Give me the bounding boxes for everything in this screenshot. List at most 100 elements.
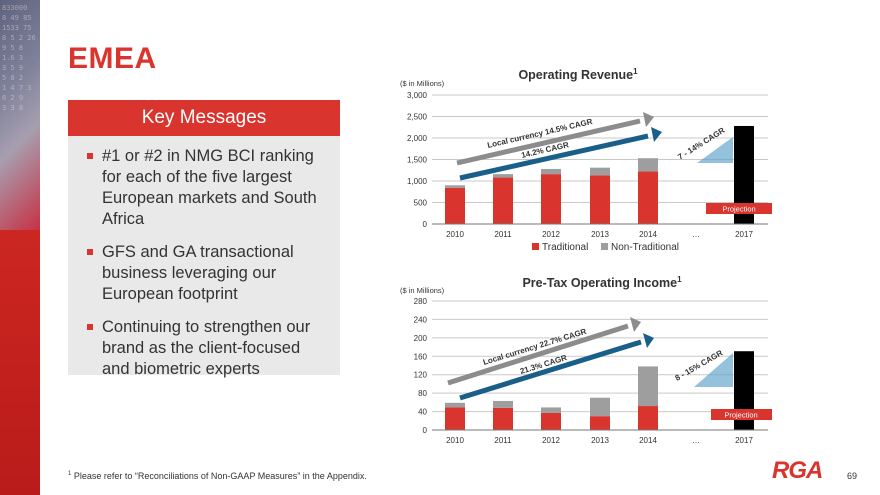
blue-cagr-arrow — [459, 339, 642, 401]
key-messages-list: #1 or #2 in NMG BCI ranking for each of … — [68, 146, 340, 392]
chart-title-superscript: 1 — [677, 275, 682, 284]
ticker-glyph: 3 5 9 — [2, 64, 24, 72]
blue-arrow-head — [651, 127, 662, 142]
chart-unit-label: ($ in Millions) — [400, 79, 445, 88]
bar-nontraditional — [541, 168, 561, 175]
bar-nontraditional — [541, 407, 561, 413]
y-tick-label: 200 — [414, 334, 428, 343]
gray-arrow-head — [643, 112, 654, 127]
chart-legend: Traditional Non-Traditional — [532, 242, 679, 253]
y-tick-label: 80 — [418, 389, 427, 398]
x-tick-label: … — [692, 230, 700, 239]
x-tick-label: 2012 — [542, 436, 560, 445]
chart-title: Operating Revenue1 — [518, 67, 638, 82]
bar-nontraditional — [590, 167, 610, 176]
x-tick-label: 2010 — [446, 436, 464, 445]
y-tick-label: 2,000 — [407, 134, 428, 143]
page-number: 69 — [847, 471, 858, 481]
projection-badge-label: Projection — [724, 411, 757, 420]
bar-nontraditional — [638, 158, 658, 172]
bar-nontraditional — [590, 397, 610, 417]
bar-nontraditional — [445, 402, 465, 408]
projection-badge — [711, 409, 772, 420]
gray-cagr-arrow — [456, 118, 641, 166]
x-tick-label: … — [692, 436, 700, 445]
x-tick-label: 2012 — [542, 230, 560, 239]
bullet-square-icon — [87, 249, 93, 255]
key-messages-panel: Key Messages #1 or #2 in NMG BCI ranking… — [68, 100, 340, 378]
ticker-glyph: 833000 — [2, 4, 28, 12]
legend-swatch-nontraditional — [601, 243, 608, 250]
blue-arrow-head — [643, 333, 654, 348]
footnote-text: Please refer to “Reconciliations of Non-… — [73, 471, 367, 481]
ticker-glyph: 9 5 8 — [2, 44, 24, 52]
bullet-square-icon — [87, 153, 93, 159]
chart-title-text: Operating Revenue — [518, 68, 633, 82]
x-tick-label: 2014 — [639, 230, 657, 239]
y-tick-label: 500 — [414, 199, 428, 208]
key-message-text: Continuing to strengthen our brand as th… — [102, 318, 311, 378]
x-tick-label: 2013 — [591, 436, 609, 445]
rga-logo: RGA — [772, 457, 823, 484]
chart-unit-label: ($ in Millions) — [400, 286, 445, 295]
key-message-text: #1 or #2 in NMG BCI ranking for each of … — [102, 147, 317, 228]
projection-wedge — [697, 137, 733, 163]
key-message-item: GFS and GA transactional business levera… — [68, 242, 340, 305]
key-message-text: GFS and GA transactional business levera… — [102, 243, 294, 303]
bullet-square-icon — [87, 324, 93, 330]
y-tick-label: 280 — [414, 297, 428, 306]
y-tick-label: 0 — [423, 426, 428, 435]
bar-traditional — [590, 175, 610, 224]
bar-traditional — [638, 171, 658, 224]
legend-label-traditional: Traditional — [542, 242, 588, 253]
ticker-glyph: 1.6 3 — [2, 54, 24, 62]
y-tick-label: 120 — [414, 371, 428, 380]
bar-projection — [734, 125, 754, 224]
background-photo-strip: 833000 8 49 85 1533 75 8 5 2 26 9 5 8 1.6 3 3 … — [0, 0, 40, 230]
bar-nontraditional — [493, 174, 513, 178]
bar-traditional — [541, 174, 561, 224]
chart-title: Pre-Tax Operating Income1 — [522, 275, 682, 290]
left-decorative-band: 833000 8 49 85 1533 75 8 5 2 26 9 5 8 1.6 3 3 … — [0, 0, 40, 495]
x-tick-label: 2011 — [494, 230, 512, 239]
projection-badge-label: Projection — [722, 205, 755, 214]
footnote-marker: 1 — [68, 471, 72, 477]
legend-swatch-traditional — [532, 243, 539, 250]
x-tick-label: 2017 — [735, 230, 753, 239]
slide-title: EMEA — [68, 42, 157, 75]
y-tick-label: 240 — [414, 315, 428, 324]
projection-wedge — [694, 353, 733, 387]
ticker-glyph: 3 3 8 — [2, 104, 24, 112]
legend-label-nontraditional: Non-Traditional — [611, 242, 679, 253]
ticker-glyph: 8 5 2 26 — [2, 34, 36, 42]
chart-title-superscript: 1 — [633, 67, 638, 76]
gray-cagr-arrow — [447, 323, 629, 386]
blue-cagr-arrow — [459, 133, 649, 181]
key-messages-header: Key Messages — [68, 100, 340, 136]
ticker-glyph: 6 2 9 — [2, 94, 24, 102]
x-tick-label: 2014 — [639, 436, 657, 445]
ticker-glyph: 1533 75 — [2, 24, 32, 32]
projection-badge — [706, 203, 772, 214]
bar-traditional — [590, 416, 610, 430]
bar-traditional — [638, 406, 658, 430]
y-tick-label: 2,500 — [407, 113, 428, 122]
y-tick-label: 160 — [414, 352, 428, 361]
y-tick-label: 1,000 — [407, 177, 428, 186]
key-message-item: #1 or #2 in NMG BCI ranking for each of … — [68, 146, 340, 230]
y-tick-label: 0 — [423, 220, 428, 229]
x-tick-label: 2013 — [591, 230, 609, 239]
bar-traditional — [493, 177, 513, 224]
income-cagr-arrows: Local currency 22.7% CAGR 21.3% CAGR 8 -… — [447, 317, 733, 401]
key-message-item: Continuing to strengthen our brand as th… — [68, 317, 340, 380]
bar-traditional — [541, 412, 561, 430]
chart-title-text: Pre-Tax Operating Income — [522, 276, 677, 290]
bar-nontraditional — [638, 366, 658, 407]
ticker-glyph: 1 4 7 3 — [2, 84, 32, 92]
gray-arrow-head — [630, 317, 641, 332]
bar-traditional — [445, 187, 465, 224]
x-tick-label: 2010 — [446, 230, 464, 239]
bar-traditional — [445, 407, 465, 430]
x-tick-label: 2011 — [494, 436, 512, 445]
